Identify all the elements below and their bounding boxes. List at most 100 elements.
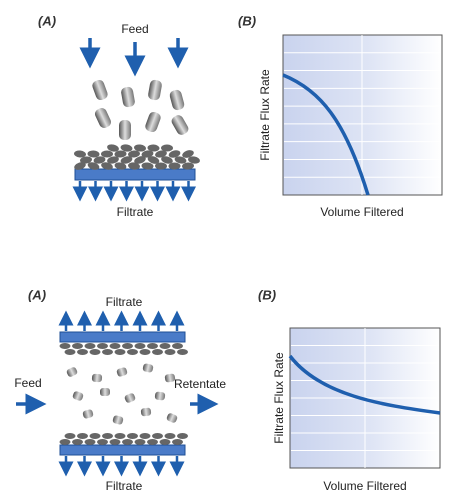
cake-particle <box>168 162 181 170</box>
cake-particle <box>128 150 140 158</box>
cake-particle <box>134 156 146 164</box>
particle <box>82 409 94 419</box>
plot-area <box>288 327 441 469</box>
cake-particle <box>161 144 173 152</box>
cake-particle <box>164 349 176 355</box>
cake-particle <box>134 343 146 349</box>
cake-particle <box>59 343 71 349</box>
cake-particle <box>172 343 183 349</box>
cake-particle <box>155 162 167 170</box>
y-axis-label: Filtrate Flux Rate <box>272 352 286 444</box>
particle <box>121 86 135 108</box>
cake-particle <box>177 349 188 355</box>
x-axis-label: Volume Filtered <box>320 205 403 219</box>
filtrate-label: Filtrate <box>106 295 143 309</box>
particle <box>119 120 131 140</box>
cake-particle <box>64 433 76 439</box>
cake-particle <box>127 433 138 439</box>
cake-particle <box>147 343 158 349</box>
plot-area <box>282 34 443 196</box>
particle <box>140 407 152 417</box>
panel-label: (A) <box>28 287 46 302</box>
particle <box>112 415 124 425</box>
cake-particle <box>107 144 119 152</box>
cake-particle <box>93 156 106 164</box>
cake-particle <box>127 349 138 355</box>
cake-particle <box>161 156 173 164</box>
flux-curve <box>282 73 370 196</box>
particle <box>171 115 189 135</box>
particle <box>99 387 111 397</box>
cake-particle <box>107 156 119 164</box>
particle <box>142 363 154 373</box>
particle <box>124 393 136 403</box>
cake-particle <box>72 343 83 349</box>
cake-particle <box>159 439 171 445</box>
cake-particle <box>74 162 86 170</box>
cake-particle <box>147 144 160 152</box>
cake-particle <box>139 433 151 439</box>
cake-particle <box>172 439 183 445</box>
cake-particle <box>77 433 88 439</box>
membrane <box>74 168 196 181</box>
cake-particle <box>141 162 154 170</box>
cake-particle <box>114 349 126 355</box>
cake-particle <box>59 439 71 445</box>
cake-particle <box>128 162 140 170</box>
particle <box>164 373 176 383</box>
particle <box>72 391 84 401</box>
cake-particle <box>101 162 113 170</box>
y-axis-label: Filtrate Flux Rate <box>258 69 272 161</box>
panel-label: (B) <box>238 13 256 28</box>
membrane <box>59 444 186 456</box>
cake-particle <box>174 156 187 164</box>
cake-particle <box>122 343 133 349</box>
cake-particle <box>114 433 126 439</box>
particle <box>66 367 78 377</box>
particle <box>94 108 112 128</box>
cake-particle <box>97 439 108 445</box>
cake-particle <box>87 150 100 158</box>
cake-particle <box>182 162 194 170</box>
cake-particle <box>147 156 160 164</box>
cake-particle <box>80 156 92 164</box>
particle <box>166 413 178 423</box>
particle <box>116 367 128 377</box>
cake-particle <box>72 439 83 445</box>
cake-particle <box>89 349 101 355</box>
cake-particle <box>152 433 163 439</box>
cake-particle <box>134 439 146 445</box>
cake-particle <box>101 150 113 158</box>
cake-particle <box>177 433 188 439</box>
cake-particle <box>147 439 158 445</box>
cake-particle <box>102 349 113 355</box>
cake-particle <box>159 343 171 349</box>
feed-label: Feed <box>14 376 41 390</box>
cake-particle <box>89 433 101 439</box>
cake-particle <box>64 349 76 355</box>
flux-curve <box>288 354 441 415</box>
cake-particle <box>182 150 194 158</box>
retentate-label: Retentate <box>174 377 226 391</box>
cake-particle <box>114 162 127 170</box>
cake-particle <box>155 150 167 158</box>
panel-label: (B) <box>258 287 276 302</box>
cake-particle <box>164 433 176 439</box>
cake-particle <box>114 150 127 158</box>
cake-particle <box>120 156 133 164</box>
cake-particle <box>74 150 86 158</box>
cake-particle <box>84 439 96 445</box>
cake-particle <box>109 439 121 445</box>
particle <box>148 79 162 101</box>
cake-particle <box>188 156 200 164</box>
cake-particle <box>102 433 113 439</box>
cake-particle <box>152 349 163 355</box>
cake-particle <box>77 349 88 355</box>
cake-particle <box>109 343 121 349</box>
filtrate-label: Filtrate <box>106 479 143 493</box>
cake-particle <box>139 349 151 355</box>
panel-label: (A) <box>38 13 56 28</box>
membrane <box>59 331 186 343</box>
cake-particle <box>141 150 154 158</box>
